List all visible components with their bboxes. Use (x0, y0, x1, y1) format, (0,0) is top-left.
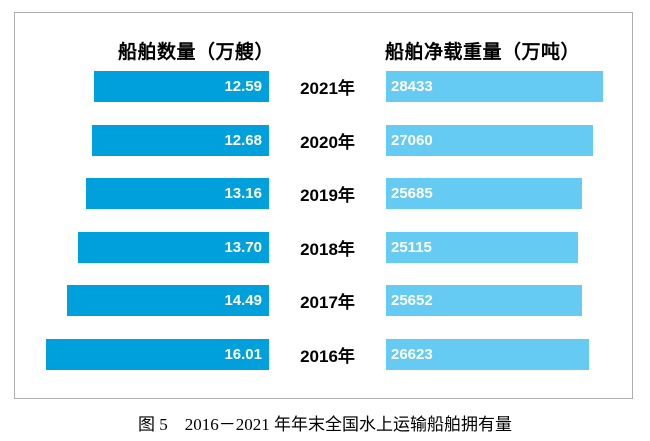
deadweight-value: 25685 (391, 185, 433, 202)
deadweight-bar: 28433 (386, 71, 603, 102)
year-cell: 2021年 (269, 71, 386, 102)
year-cell: 2017年 (269, 285, 386, 316)
right-series-header: 船舶净载重量（万吨） (385, 42, 581, 63)
left-series-header: 船舶数量（万艘） (118, 42, 275, 63)
year-label: 2017年 (300, 293, 355, 312)
ship-count-value: 12.68 (224, 131, 262, 149)
chart-row: 12.68 2020年 27060 (15, 124, 632, 156)
year-cell: 2019年 (269, 178, 386, 209)
ship-count-bar: 12.68 (92, 124, 269, 156)
deadweight-value: 27060 (391, 131, 433, 149)
ship-count-bar: 13.70 (78, 231, 269, 263)
chart-row: 14.49 2017年 25652 (15, 285, 632, 316)
year-label: 2020年 (300, 132, 355, 152)
ship-count-value: 13.16 (224, 185, 262, 202)
chart-row: 13.16 2019年 25685 (15, 178, 632, 209)
year-cell: 2018年 (269, 232, 386, 263)
year-label: 2021年 (300, 79, 355, 98)
deadweight-bar: 25685 (386, 178, 582, 209)
chart-row: 16.01 2016年 26623 (15, 338, 632, 370)
deadweight-value: 28433 (391, 78, 433, 95)
ship-count-bar: 12.59 (93, 71, 269, 102)
ship-count-cell: 13.70 (15, 231, 269, 263)
ship-count-cell: 13.16 (15, 178, 269, 209)
deadweight-bar: 26623 (386, 338, 590, 370)
ship-count-value: 14.49 (224, 292, 262, 309)
deadweight-cell: 27060 (386, 124, 632, 156)
deadweight-cell: 28433 (386, 71, 632, 102)
deadweight-bar: 25115 (386, 231, 578, 263)
ship-count-bar: 13.16 (85, 178, 269, 209)
year-cell: 2016年 (269, 339, 386, 370)
deadweight-value: 25115 (391, 238, 432, 256)
figure-caption: 图 5 2016－2021 年年末全国水上运输船舶拥有量 (138, 415, 512, 434)
chart-row: 13.70 2018年 25115 (15, 231, 632, 263)
ship-count-cell: 14.49 (15, 285, 269, 316)
deadweight-bar: 27060 (386, 124, 593, 156)
ship-count-cell: 12.68 (15, 124, 269, 156)
deadweight-value: 25652 (391, 292, 433, 309)
ship-count-value: 16.01 (224, 345, 262, 363)
year-label: 2018年 (300, 239, 355, 259)
ship-count-value: 12.59 (224, 78, 262, 95)
ship-count-cell: 16.01 (15, 338, 269, 370)
deadweight-cell: 25652 (386, 285, 632, 316)
chart-rows: 12.59 2021年 28433 12.68 2020年 27060 13.16 2019年… (15, 71, 632, 392)
ship-count-value: 13.70 (224, 238, 262, 256)
deadweight-cell: 26623 (386, 338, 632, 370)
ship-count-cell: 12.59 (15, 71, 269, 102)
year-label: 2016年 (300, 346, 355, 366)
deadweight-cell: 25685 (386, 178, 632, 209)
ship-count-bar: 16.01 (46, 338, 269, 370)
deadweight-value: 26623 (391, 345, 433, 363)
chart-row: 12.59 2021年 28433 (15, 71, 632, 102)
deadweight-cell: 25115 (386, 231, 632, 263)
deadweight-bar: 25652 (386, 285, 582, 316)
year-cell: 2020年 (269, 125, 386, 156)
year-label: 2019年 (300, 186, 355, 205)
ship-count-bar: 14.49 (67, 285, 269, 316)
chart-area: 船舶数量（万艘） 船舶净载重量（万吨） 12.59 2021年 28433 12.68… (14, 12, 633, 399)
